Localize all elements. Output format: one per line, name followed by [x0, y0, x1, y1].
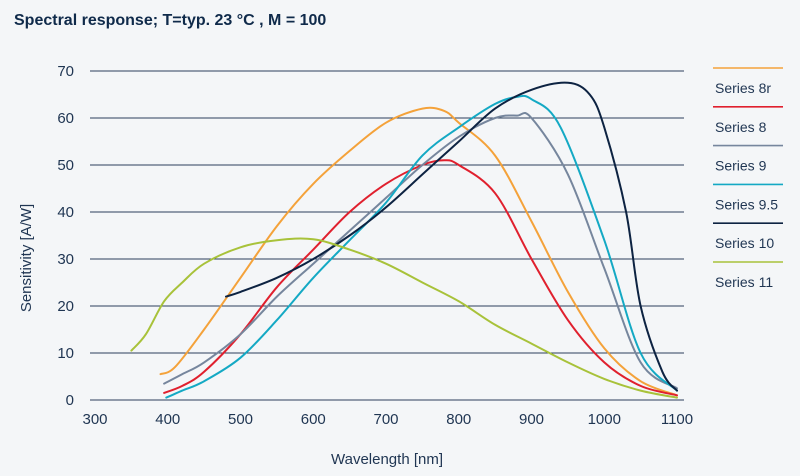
legend-label: Series 9.5	[715, 196, 778, 212]
x-tick-label: 700	[373, 411, 398, 428]
chart-title: Spectral response; T=typ. 23 °C , M = 10…	[14, 12, 327, 29]
series-line-6	[130, 237, 678, 399]
series-line-5	[225, 81, 678, 392]
y-tick-label: 10	[57, 345, 74, 362]
x-axis-label: Wavelength [nm]	[331, 451, 443, 468]
x-tick-label: 1000	[588, 411, 621, 428]
x-tick-label: 500	[228, 411, 253, 428]
series-line-1	[159, 106, 678, 397]
y-tick-label: 70	[57, 63, 74, 80]
x-tick-label: 1100	[661, 411, 693, 428]
legend-label: Series 9	[715, 158, 767, 174]
grid-lines	[90, 70, 684, 401]
x-tick-labels: 300 400 500 600 700 800 900 1000 1100	[82, 411, 693, 428]
y-tick-labels: 0 10 20 30 40 50 60 70	[57, 63, 74, 409]
series-line-4	[165, 94, 678, 399]
legend-label: Series 8	[715, 119, 767, 135]
legend: Series 8r Series 8 Series 9 Series 9.5 Serie…	[713, 67, 783, 290]
legend-label: Series 11	[715, 274, 773, 290]
series-line-3	[163, 111, 678, 390]
y-axis-label: Sensitivity [A/W]	[18, 204, 35, 312]
x-tick-label: 800	[446, 411, 471, 428]
y-tick-label: 20	[57, 298, 74, 315]
x-tick-label: 600	[301, 411, 326, 428]
x-tick-label: 900	[519, 411, 544, 428]
y-tick-label: 60	[57, 110, 74, 127]
y-tick-label: 50	[57, 157, 74, 174]
x-tick-label: 400	[155, 411, 180, 428]
x-tick-label: 300	[82, 411, 107, 428]
y-tick-label: 40	[57, 204, 74, 221]
y-tick-label: 30	[57, 251, 74, 268]
legend-label: Series 8r	[715, 80, 771, 96]
legend-label: Series 10	[715, 235, 774, 251]
series-lines	[130, 81, 678, 399]
y-tick-label: 0	[66, 392, 74, 409]
